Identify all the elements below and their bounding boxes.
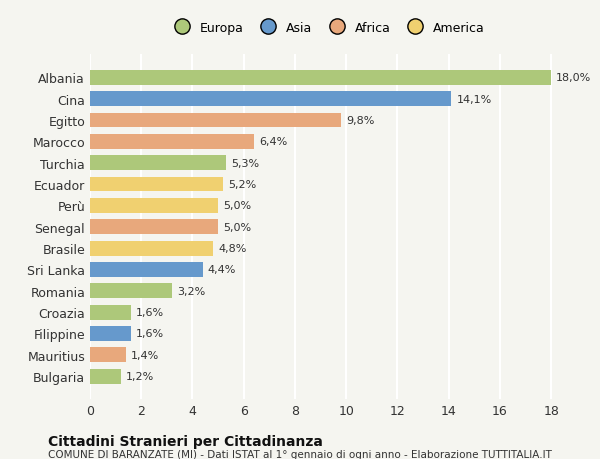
Bar — [90, 134, 254, 150]
Text: 1,2%: 1,2% — [126, 371, 154, 381]
Text: 18,0%: 18,0% — [556, 73, 592, 83]
Bar — [90, 263, 203, 277]
Text: 5,0%: 5,0% — [223, 222, 251, 232]
Text: 3,2%: 3,2% — [177, 286, 205, 296]
Bar — [90, 220, 218, 235]
Text: 5,3%: 5,3% — [231, 158, 259, 168]
Text: 6,4%: 6,4% — [259, 137, 287, 147]
Bar — [90, 241, 213, 256]
Text: 5,0%: 5,0% — [223, 201, 251, 211]
Text: 14,1%: 14,1% — [457, 95, 491, 105]
Legend: Europa, Asia, Africa, America: Europa, Asia, Africa, America — [164, 17, 490, 39]
Text: 1,6%: 1,6% — [136, 308, 164, 317]
Bar — [90, 347, 126, 363]
Text: 1,6%: 1,6% — [136, 329, 164, 339]
Text: 5,2%: 5,2% — [229, 179, 257, 190]
Bar — [90, 284, 172, 298]
Bar — [90, 369, 121, 384]
Text: COMUNE DI BARANZATE (MI) - Dati ISTAT al 1° gennaio di ogni anno - Elaborazione : COMUNE DI BARANZATE (MI) - Dati ISTAT al… — [48, 449, 552, 459]
Text: 4,8%: 4,8% — [218, 244, 247, 253]
Bar — [90, 156, 226, 171]
Bar — [90, 326, 131, 341]
Text: 1,4%: 1,4% — [131, 350, 159, 360]
Text: 4,4%: 4,4% — [208, 265, 236, 275]
Bar — [90, 71, 551, 86]
Text: Cittadini Stranieri per Cittadinanza: Cittadini Stranieri per Cittadinanza — [48, 434, 323, 448]
Bar — [90, 177, 223, 192]
Text: 9,8%: 9,8% — [346, 116, 374, 126]
Bar — [90, 305, 131, 320]
Bar — [90, 113, 341, 128]
Bar — [90, 198, 218, 213]
Bar — [90, 92, 451, 107]
